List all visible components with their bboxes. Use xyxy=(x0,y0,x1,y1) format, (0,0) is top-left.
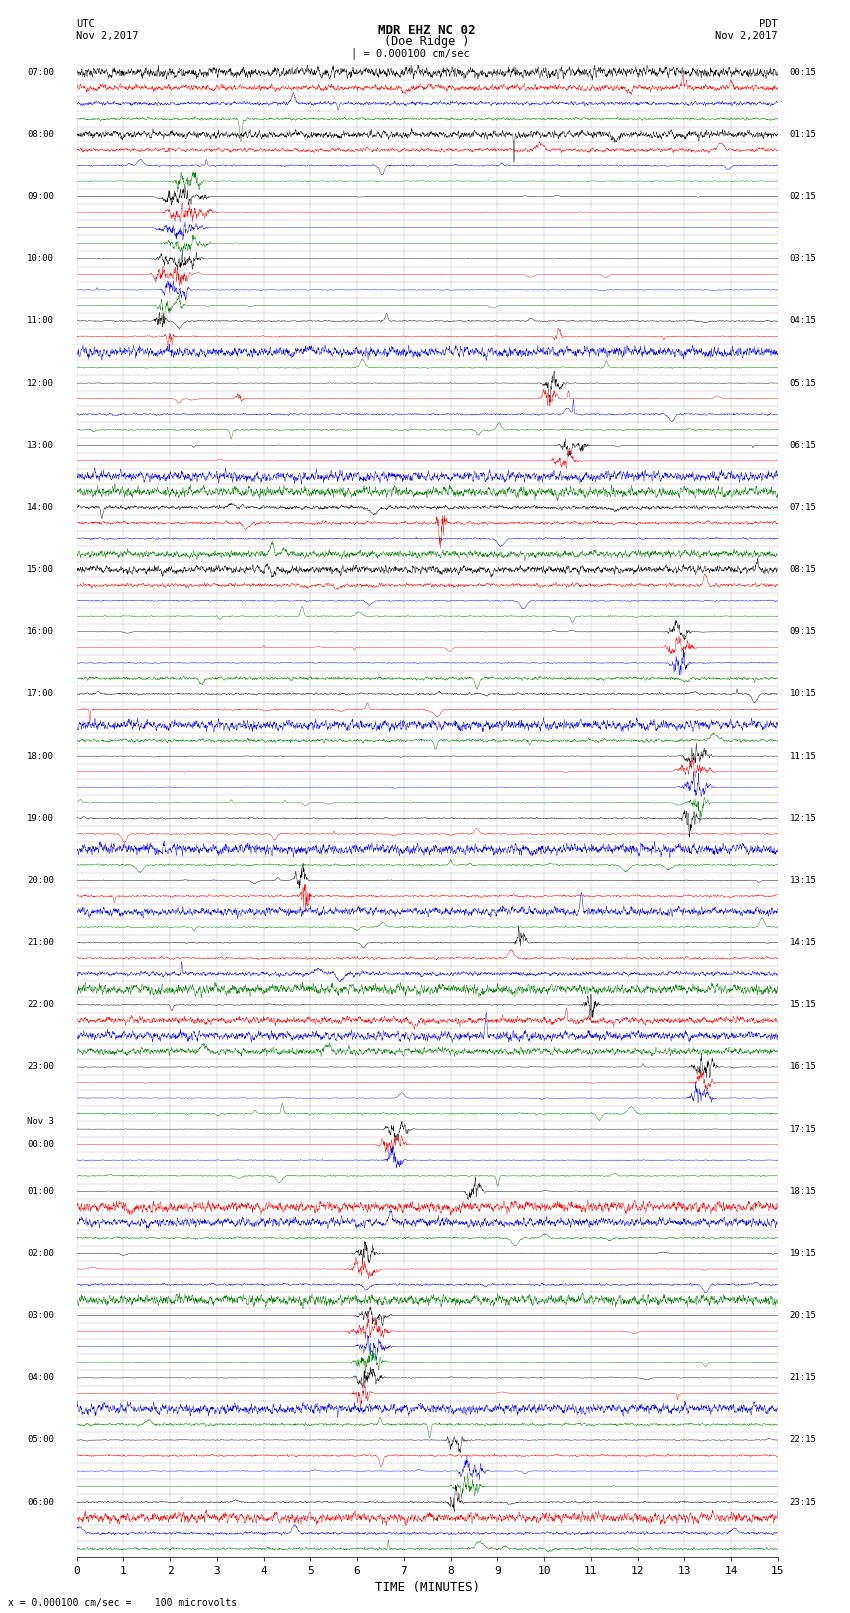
Text: Nov 2,2017: Nov 2,2017 xyxy=(715,31,778,40)
Text: Nov 3: Nov 3 xyxy=(27,1116,54,1126)
Text: 02:00: 02:00 xyxy=(27,1248,54,1258)
Text: 00:00: 00:00 xyxy=(27,1140,54,1148)
Text: 23:15: 23:15 xyxy=(790,1497,816,1507)
Text: 19:00: 19:00 xyxy=(27,815,54,823)
Text: 14:00: 14:00 xyxy=(27,503,54,511)
Text: 04:15: 04:15 xyxy=(790,316,816,326)
Text: 05:15: 05:15 xyxy=(790,379,816,387)
Text: UTC: UTC xyxy=(76,19,95,29)
Text: 17:15: 17:15 xyxy=(790,1124,816,1134)
Text: 08:15: 08:15 xyxy=(790,565,816,574)
Text: 12:00: 12:00 xyxy=(27,379,54,387)
Text: 11:15: 11:15 xyxy=(790,752,816,761)
Text: Nov 2,2017: Nov 2,2017 xyxy=(76,31,139,40)
Text: 11:00: 11:00 xyxy=(27,316,54,326)
Text: 05:00: 05:00 xyxy=(27,1436,54,1445)
Text: 10:00: 10:00 xyxy=(27,255,54,263)
Text: 18:00: 18:00 xyxy=(27,752,54,761)
Text: 09:15: 09:15 xyxy=(790,627,816,636)
Text: │ = 0.000100 cm/sec: │ = 0.000100 cm/sec xyxy=(351,47,469,58)
Text: 20:15: 20:15 xyxy=(790,1311,816,1319)
Text: 16:00: 16:00 xyxy=(27,627,54,636)
Text: 02:15: 02:15 xyxy=(790,192,816,202)
Text: 13:15: 13:15 xyxy=(790,876,816,886)
Text: 01:15: 01:15 xyxy=(790,131,816,139)
Text: 16:15: 16:15 xyxy=(790,1063,816,1071)
Text: 04:00: 04:00 xyxy=(27,1373,54,1382)
Text: 19:15: 19:15 xyxy=(790,1248,816,1258)
Text: 23:00: 23:00 xyxy=(27,1063,54,1071)
Text: 20:00: 20:00 xyxy=(27,876,54,886)
Text: PDT: PDT xyxy=(759,19,778,29)
Text: 00:15: 00:15 xyxy=(790,68,816,77)
Text: 22:15: 22:15 xyxy=(790,1436,816,1445)
Text: 06:00: 06:00 xyxy=(27,1497,54,1507)
Text: 21:00: 21:00 xyxy=(27,939,54,947)
Text: 18:15: 18:15 xyxy=(790,1187,816,1195)
Text: 17:00: 17:00 xyxy=(27,689,54,698)
X-axis label: TIME (MINUTES): TIME (MINUTES) xyxy=(375,1581,479,1594)
Text: 09:00: 09:00 xyxy=(27,192,54,202)
Text: 15:00: 15:00 xyxy=(27,565,54,574)
Text: 10:15: 10:15 xyxy=(790,689,816,698)
Text: 06:15: 06:15 xyxy=(790,440,816,450)
Text: 12:15: 12:15 xyxy=(790,815,816,823)
Text: 22:00: 22:00 xyxy=(27,1000,54,1010)
Text: MDR EHZ NC 02: MDR EHZ NC 02 xyxy=(378,24,476,37)
Text: 13:00: 13:00 xyxy=(27,440,54,450)
Text: 08:00: 08:00 xyxy=(27,131,54,139)
Text: 01:00: 01:00 xyxy=(27,1187,54,1195)
Text: 15:15: 15:15 xyxy=(790,1000,816,1010)
Text: 03:15: 03:15 xyxy=(790,255,816,263)
Text: 14:15: 14:15 xyxy=(790,939,816,947)
Text: 03:00: 03:00 xyxy=(27,1311,54,1319)
Text: 07:00: 07:00 xyxy=(27,68,54,77)
Text: (Doe Ridge ): (Doe Ridge ) xyxy=(384,35,470,48)
Text: 07:15: 07:15 xyxy=(790,503,816,511)
Text: 21:15: 21:15 xyxy=(790,1373,816,1382)
Text: x = 0.000100 cm/sec =    100 microvolts: x = 0.000100 cm/sec = 100 microvolts xyxy=(8,1598,238,1608)
